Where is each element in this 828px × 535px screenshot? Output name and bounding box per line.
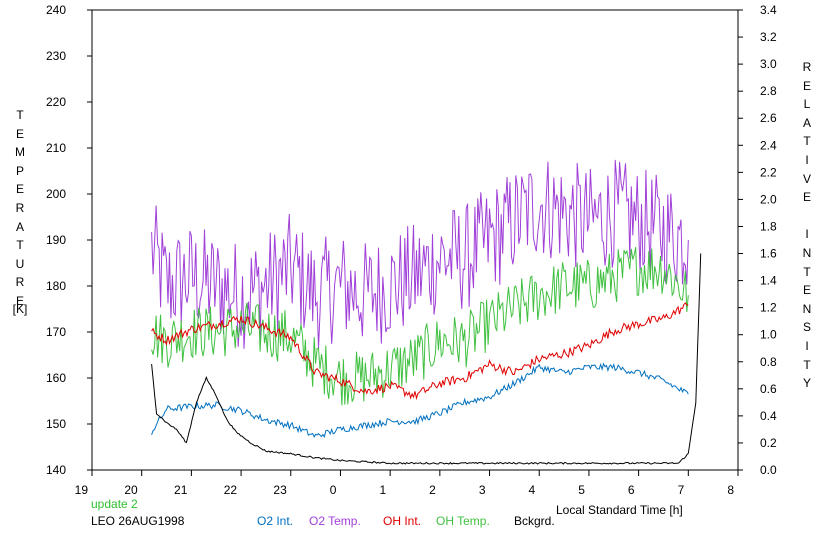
right-tick-label: 2.6	[760, 111, 777, 125]
legend-oh-int: OH Int.	[383, 514, 422, 528]
x-tick-label: 7	[678, 483, 685, 497]
legend-o2-temp: O2 Temp.	[309, 514, 361, 528]
left-tick-label: 160	[46, 371, 66, 385]
right-tick-label: 1.0	[760, 328, 777, 342]
series-layer	[151, 159, 702, 465]
left-axis-unit: [K]	[12, 302, 28, 316]
series-line-bckgrd	[151, 253, 702, 465]
x-tick-label: 2	[429, 483, 436, 497]
right-tick-label: 1.4	[760, 274, 777, 288]
right-tick-label: 0.0	[760, 463, 777, 477]
series-line-oh-temp	[151, 247, 689, 406]
left-tick-label: 180	[46, 279, 66, 293]
left-tick-label: 140	[46, 463, 66, 477]
right-tick-label: 1.2	[760, 301, 777, 315]
legend-o2-int: O2 Int.	[257, 514, 294, 528]
series-line-oh-int	[151, 302, 689, 401]
x-tick-label: 0	[330, 483, 337, 497]
left-tick-label: 170	[46, 325, 66, 339]
x-tick-label: 20	[124, 483, 138, 497]
right-tick-label: 0.4	[760, 409, 777, 423]
left-tick-label: 230	[46, 49, 66, 63]
series-line-o2-int	[151, 362, 689, 439]
left-tick-label: 190	[46, 233, 66, 247]
update-text: update 2	[91, 497, 138, 511]
x-tick-label: 3	[479, 483, 486, 497]
station-label: LEO 26AUG1998	[91, 514, 185, 528]
right-tick-label: 0.2	[760, 436, 777, 450]
right-tick-label: 0.8	[760, 355, 777, 369]
x-tick-label: 1	[379, 483, 386, 497]
left-tick-label: 220	[46, 95, 66, 109]
right-tick-label: 3.0	[760, 57, 777, 71]
right-tick-label: 0.6	[760, 382, 777, 396]
right-axis: 0.0 0.2 0.4 0.6 0.8 1.0 1.2 1.4 1.6 1.8 2.0 2.2 2.4 2…	[738, 3, 777, 477]
right-tick-label: 2.4	[760, 138, 777, 152]
x-tick-label: 5	[578, 483, 585, 497]
legend-bckgrd: Bckgrd.	[514, 514, 555, 528]
right-tick-label: 3.4	[760, 3, 777, 17]
x-tick-label: 22	[224, 483, 238, 497]
right-tick-label: 2.0	[760, 192, 777, 206]
series-line-o2-temp	[151, 159, 689, 349]
left-tick-label: 210	[46, 141, 66, 155]
right-tick-label: 2.2	[760, 165, 777, 179]
right-tick-label: 1.6	[760, 247, 777, 261]
x-tick-label: 6	[628, 483, 635, 497]
x-tick-label: 23	[273, 483, 287, 497]
right-tick-label: 3.2	[760, 30, 777, 44]
left-tick-label: 150	[46, 417, 66, 431]
x-axis-label: Local Standard Time [h]	[556, 503, 683, 517]
x-tick-label: 19	[75, 483, 89, 497]
left-tick-label: 240	[46, 3, 66, 17]
x-axis: 19 20 21 22 23 0 1 2 3 4 5 6 7 8	[75, 470, 739, 497]
x-tick-label: 8	[727, 483, 734, 497]
update-label: update 2	[91, 497, 138, 511]
left-tick-label: 200	[46, 187, 66, 201]
left-axis: 140 150 160 170 180 190 200 210 220 230 240	[46, 3, 92, 477]
right-tick-label: 2.8	[760, 84, 777, 98]
right-tick-label: 1.8	[760, 219, 777, 233]
x-tick-label: 21	[174, 483, 188, 497]
x-tick-label: 4	[529, 483, 536, 497]
legend-oh-temp: OH Temp.	[436, 514, 490, 528]
